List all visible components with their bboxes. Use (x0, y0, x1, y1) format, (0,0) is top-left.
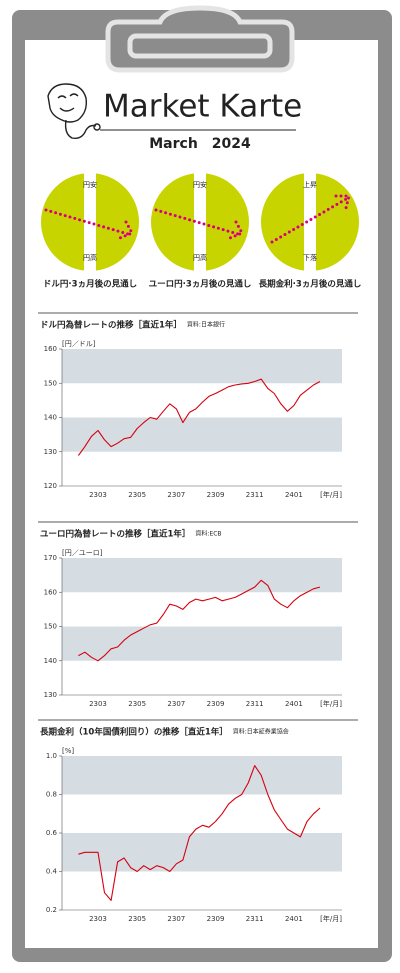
y-tick-label: 140 (44, 414, 57, 422)
y-axis-label: [円／ユーロ] (62, 549, 103, 557)
grid-band (62, 558, 342, 593)
chart-title: ユーロ円為替レートの推移［直近1年］ (40, 529, 190, 540)
y-tick-label: 140 (44, 657, 57, 665)
chart-source: 資料:ECB (195, 530, 221, 538)
y-tick-label: 150 (44, 379, 57, 387)
y-axis-label: [%] (62, 747, 74, 755)
x-tick-label: 2305 (128, 915, 146, 923)
y-tick-label: 150 (44, 623, 57, 631)
x-tick-label: 2307 (167, 491, 185, 499)
x-tick-label: 2305 (128, 491, 146, 499)
y-tick-label: 130 (44, 691, 57, 699)
x-tick-label: 2303 (89, 700, 107, 708)
x-tick-label: 2307 (167, 915, 185, 923)
series-line (77, 378, 321, 456)
grid-band (62, 756, 342, 795)
gauge-strip (304, 173, 316, 271)
y-tick-label: 0.2 (46, 906, 57, 914)
chart-source: 資料:日本銀行 (187, 321, 225, 329)
header-title: Market Karte (103, 89, 302, 125)
x-tick-label: 2309 (207, 700, 225, 708)
chart-title: ドル円為替レートの推移［直近1年］ (40, 320, 182, 331)
gauge-label: ユーロ円·3ヵ月後の見通し (149, 279, 252, 290)
y-tick-label: 130 (44, 448, 57, 456)
x-tick-label: 2303 (89, 491, 107, 499)
x-tick-label: 2401 (285, 915, 303, 923)
gauge-bottom: 下落 (303, 253, 317, 262)
gauge-arrow (154, 208, 245, 240)
x-tick-label: 2401 (285, 700, 303, 708)
logo (47, 83, 101, 140)
outlook-gauge: 円安 円高 ユーロ円·3ヵ月後の見通し (149, 173, 252, 290)
y-tick-label: 160 (44, 588, 57, 596)
chart-title: 長期金利（10年国債利回り）の推移［直近1年］ (40, 727, 228, 738)
grid-band (62, 833, 342, 872)
gauge-label: 長期金利·3ヵ月後の見通し (259, 279, 362, 290)
outlook-gauge: 上昇 下落 長期金利·3ヵ月後の見通し (259, 173, 362, 290)
chart-source: 資料:日本証券業協会 (233, 728, 289, 736)
x-axis-label: [年/月] (320, 914, 342, 923)
gauge-arrow (270, 194, 351, 244)
gauge-top: 円安 (193, 180, 207, 189)
grid-band (62, 417, 342, 452)
gauge-bottom: 円高 (193, 253, 207, 262)
y-tick-label: 160 (44, 345, 57, 353)
x-axis-label: [年/月] (320, 490, 342, 499)
series-line (78, 579, 321, 662)
x-tick-label: 2311 (246, 700, 264, 708)
x-tick-label: 2311 (246, 491, 264, 499)
gauge-label: ドル円·3ヵ月後の見通し (43, 279, 137, 290)
grid-band (62, 349, 342, 384)
grid-band (62, 626, 342, 661)
gauge-top: 上昇 (303, 180, 317, 189)
x-tick-label: 2309 (207, 915, 225, 923)
y-tick-label: 1.0 (46, 752, 57, 760)
x-tick-label: 2307 (167, 700, 185, 708)
x-tick-label: 2303 (89, 915, 107, 923)
x-axis-label: [年/月] (320, 699, 342, 708)
y-tick-label: 0.8 (46, 791, 57, 799)
series-line (78, 765, 321, 901)
y-axis-label: [円／ドル] (62, 340, 96, 348)
x-tick-label: 2311 (246, 915, 264, 923)
y-tick-label: 0.6 (46, 829, 58, 837)
gauge-top: 円安 (83, 180, 97, 189)
x-tick-label: 2401 (285, 491, 303, 499)
gauge-bottom: 円高 (83, 253, 97, 262)
outlook-gauge: 円安 円高 ドル円·3ヵ月後の見通し (41, 173, 139, 290)
gauge-arrow (44, 208, 135, 240)
y-tick-label: 170 (44, 554, 57, 562)
header-subtitle: March 2024 (149, 136, 251, 152)
y-tick-label: 0.4 (46, 868, 58, 876)
clip (105, 5, 295, 73)
x-tick-label: 2309 (207, 491, 225, 499)
y-tick-label: 120 (44, 482, 57, 490)
x-tick-label: 2305 (128, 700, 146, 708)
